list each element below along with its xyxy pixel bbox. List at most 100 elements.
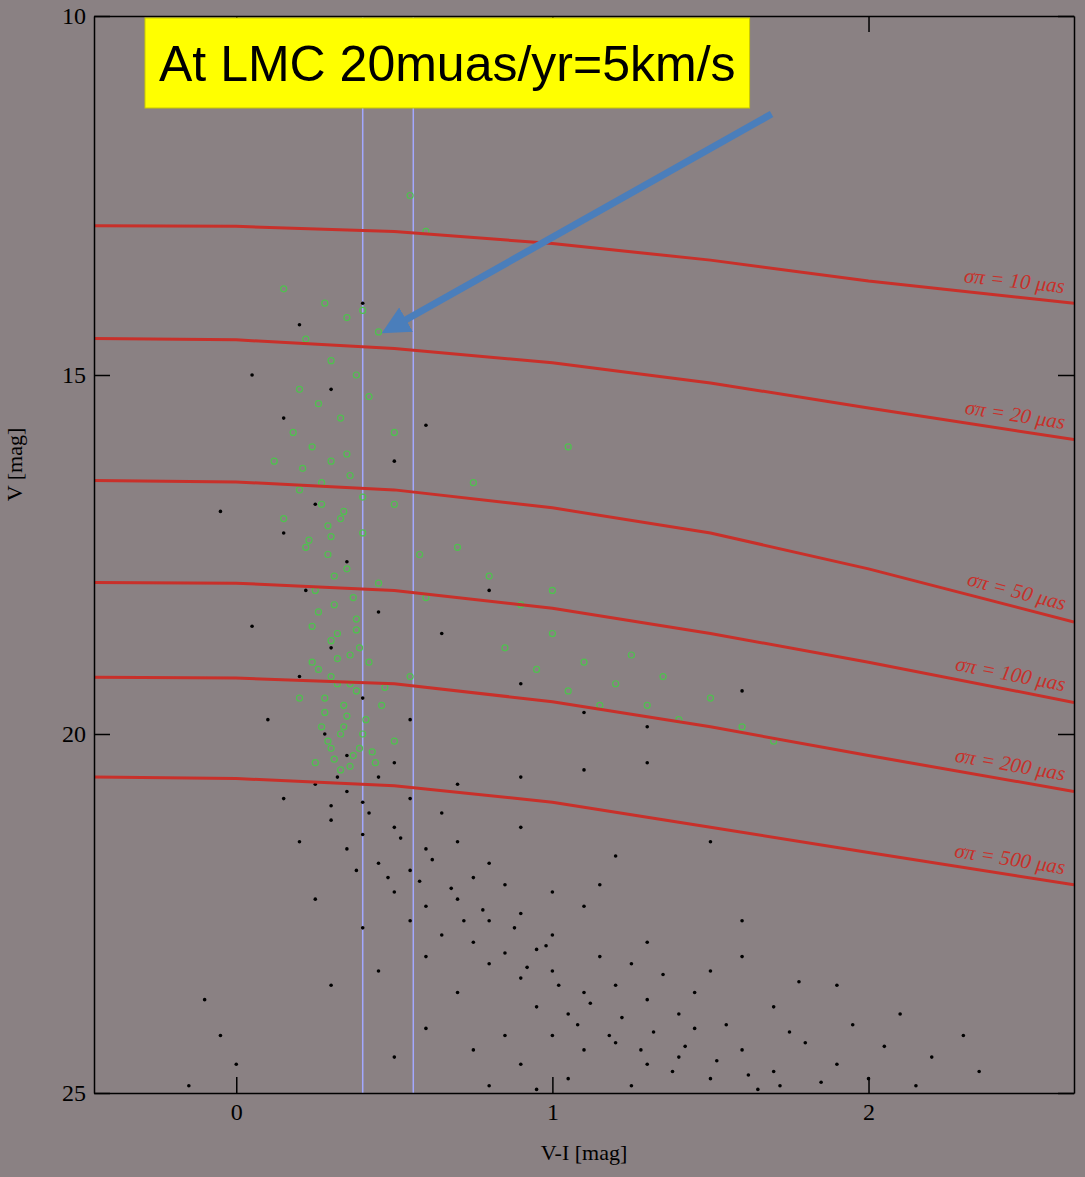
parallax-error-curve [94,777,1074,885]
star-dot [835,984,839,988]
points-group [187,301,981,1091]
star-dot [329,818,333,822]
star-dot [393,890,397,894]
star-open [644,702,650,708]
star-open [290,429,296,435]
star-dot [630,1084,634,1088]
star-dot [250,373,254,377]
star-dot [778,1084,782,1088]
star-open [369,749,375,755]
star-open [331,756,337,762]
star-dot [620,1016,624,1020]
star-dot [456,840,460,844]
star-open [328,358,334,364]
star-dot [930,1055,934,1059]
star-dot [740,689,744,693]
star-open [353,372,359,378]
curve-group [94,226,1074,304]
curve-label: σπ = 500 μas [953,838,1067,879]
star-open [353,627,359,633]
star-open [360,530,366,536]
star-open [322,709,328,715]
star-open [334,656,340,662]
star-dot [323,732,327,736]
star-dot [408,869,412,873]
star-open [309,659,315,665]
star-dot [408,797,412,801]
star-dot [551,933,555,937]
star-dot [977,1070,981,1074]
star-dot [440,933,444,937]
star-dot [677,1012,681,1016]
star-dot [393,459,397,463]
star-dot [361,696,365,700]
y-tick-mark [94,375,110,377]
star-dot [519,1062,523,1066]
star-dot [519,775,523,779]
star-dot [772,1070,776,1074]
star-dot [187,1084,191,1088]
star-dot [393,761,397,765]
x-axis-title: V-I [mag] [541,1140,628,1165]
star-open [331,573,337,579]
star-open [417,552,423,558]
star-open [363,717,369,723]
star-dot [598,883,602,887]
star-open [296,695,302,701]
star-open [470,480,476,486]
star-dot [329,646,333,650]
star-open [331,602,337,608]
y-axis-title: V [mag] [2,428,27,502]
star-open [360,307,366,313]
x-tick: 1 [547,1077,559,1125]
star-dot [576,1023,580,1027]
star-dot [219,1034,223,1038]
star-open [315,609,321,615]
star-dot [234,1062,238,1066]
star-dot [282,531,286,535]
star-dot [544,944,548,948]
star-open [379,702,385,708]
chart-svg: 01210152025V-I [mag]V [mag]σπ = 10 μasσπ… [0,0,1085,1177]
star-dot [298,840,302,844]
star-dot [361,301,365,305]
star-open [319,724,325,730]
plot-area [94,16,1074,1093]
star-open [328,745,334,751]
star-open [328,458,334,464]
star-dot [645,998,649,1002]
star-dot [345,560,349,564]
star-open [372,760,378,766]
star-dot [683,1045,687,1049]
star-dot [399,836,403,840]
star-dot [819,1080,823,1084]
star-open [347,763,353,769]
star-open [296,487,302,493]
star-open [328,674,334,680]
star-dot [851,1023,855,1027]
star-open [347,652,353,658]
star-dot [551,1034,555,1038]
star-dot [203,998,207,1002]
star-dot [487,1084,491,1088]
x-tick-mark [236,1077,238,1093]
star-dot [462,919,466,923]
star-open [502,645,508,651]
curve-group [94,777,1074,885]
annotation-box [145,18,750,108]
parallax-error-curve [94,338,1074,439]
star-dot [566,1077,570,1081]
star-dot [630,962,634,966]
star-open [350,753,356,759]
star-dot [677,1055,681,1059]
y-tick-right [1058,734,1074,735]
star-dot [740,1048,744,1052]
y-tick: 15 [62,362,110,388]
x-tick-mark [868,16,870,32]
star-open [391,738,397,744]
star-dot [709,840,713,844]
y-tick-mark [1058,375,1074,377]
y-tick-mark [1058,1093,1074,1095]
star-dot [361,926,365,930]
y-tick-mark [1058,16,1074,18]
